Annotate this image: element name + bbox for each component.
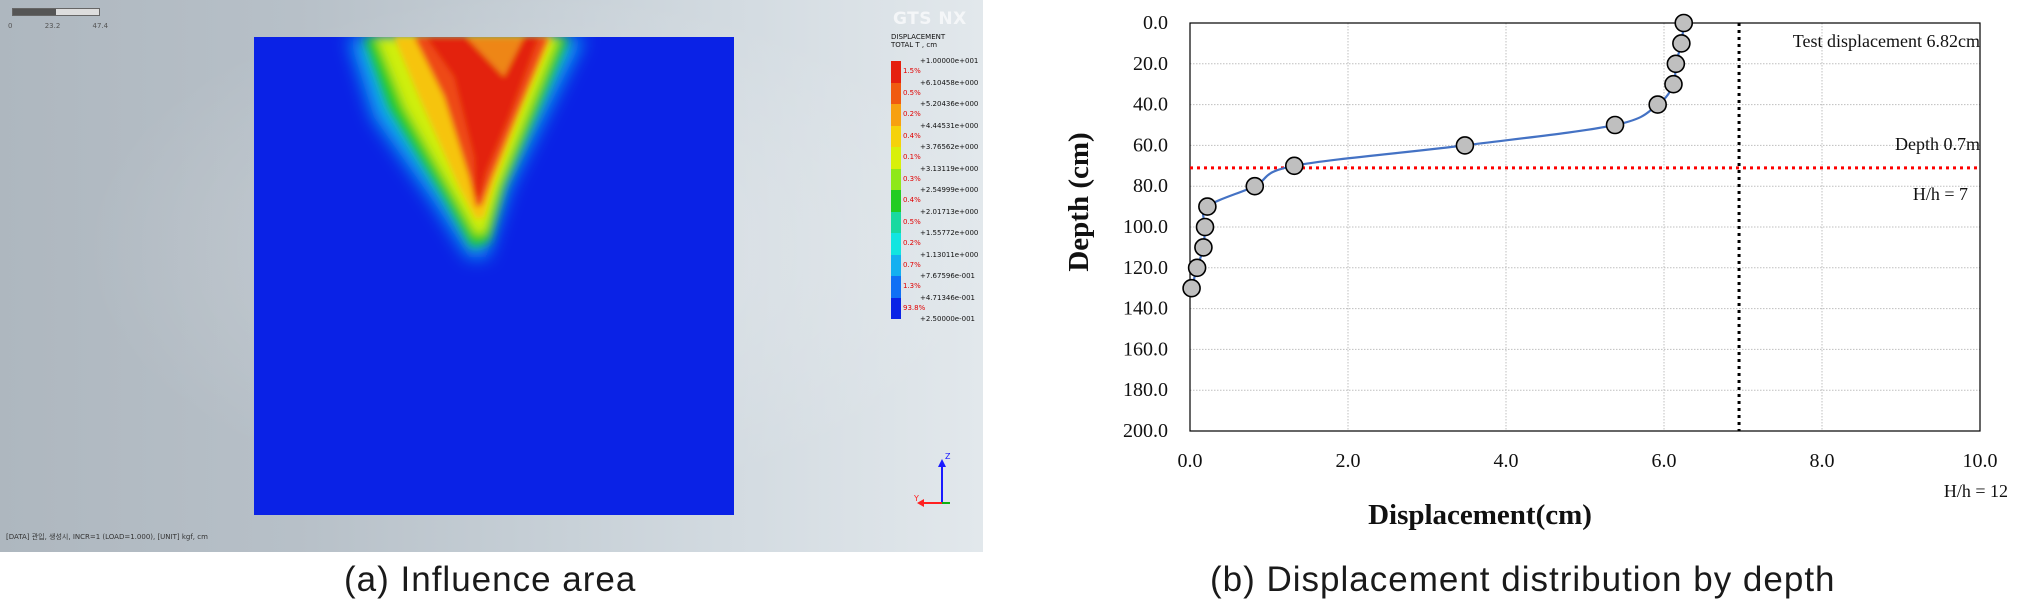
chart-background: [1000, 0, 2022, 552]
test-displacement-label: Test displacement 6.82cm: [1793, 31, 1980, 51]
y-tick-label: 100.0: [1123, 216, 1168, 238]
data-point: [1455, 136, 1475, 155]
hh7-label: H/h = 7: [1913, 184, 1968, 204]
data-point: [1666, 54, 1686, 74]
data-point: [1674, 13, 1694, 33]
y-tick-label: 20.0: [1133, 53, 1168, 75]
legend-percent: 0.2%: [903, 110, 921, 118]
x-tick-label: 4.0: [1494, 450, 1519, 472]
gts-nx-logo: GTS NX: [893, 9, 967, 29]
legend-title-line-2: TOTAL T , cm: [891, 41, 938, 49]
y-tick-labels: 0.0 20.0 40.0 60.0 80.0 100.0 120.0 140.0 160.0 1…: [1123, 12, 1168, 442]
caption-b: (b) Displacement distribution by depth: [1210, 560, 1836, 599]
legend-value: +1.00000e+001: [920, 57, 979, 65]
data-point: [1195, 217, 1215, 237]
legend-value: +3.76562e+000: [920, 143, 979, 151]
x-tick-label: 2.0: [1336, 450, 1361, 472]
legend-percent: 0.5%: [903, 217, 921, 226]
legend-value: +3.13119e+000: [920, 164, 979, 173]
scale-tick-0: 0: [8, 22, 13, 30]
y-tick-label: 200.0: [1123, 420, 1168, 442]
legend-percent: 1.5%: [903, 67, 921, 75]
status-bar: [DATA] 관입, 생성시, INCR=1 (LOAD=1.000), [UN…: [6, 533, 208, 541]
legend-value: +4.44531e+000: [920, 121, 979, 130]
legend-swatch: [891, 211, 901, 233]
data-point: [1664, 74, 1683, 94]
data-point: [1187, 258, 1207, 278]
legend-swatch: [891, 104, 901, 126]
reference-lines: [1190, 23, 1980, 431]
legend-value: +1.55772e+000: [920, 229, 979, 237]
legend-value: +6.10458e+000: [920, 78, 979, 87]
legend-swatch: [891, 276, 901, 298]
axis-y-label: Y: [914, 494, 919, 503]
scale-tick-2: 47.4: [92, 22, 109, 30]
scale-ticks: 0 23.2 47.4: [8, 22, 138, 30]
scale-bar: [12, 8, 100, 16]
legend-swatch: [891, 233, 901, 255]
legend-percent: 0.2%: [903, 239, 921, 247]
scale-tick-1: 23.2: [44, 22, 61, 30]
depth-label: Depth 0.7m: [1895, 134, 1980, 154]
data-point: [1182, 278, 1201, 298]
y-tick-label: 140.0: [1123, 298, 1168, 320]
legend-swatch: [891, 147, 901, 169]
axis-z-label: Z: [945, 452, 951, 461]
legend-value: +5.20436e+000: [920, 100, 979, 108]
legend-percent: 93.8%: [903, 303, 926, 312]
y-tick-label: 60.0: [1133, 134, 1168, 156]
y-tick-label: 160.0: [1123, 338, 1168, 360]
legend-percent: 0.4%: [903, 131, 921, 140]
legend-value: +2.01713e+000: [920, 207, 979, 216]
contour-graphic: [349, 37, 584, 257]
legend-value: +4.71346e-001: [920, 293, 976, 302]
data-point: [1672, 34, 1691, 53]
y-tick-label: 40.0: [1133, 94, 1168, 116]
legend-swatch: [891, 190, 901, 212]
data-point: [1648, 95, 1667, 114]
data-point: [1198, 197, 1217, 216]
plot-frame: [1189, 22, 1981, 432]
legend-percent: 0.7%: [903, 260, 921, 269]
legend-value: +7.67596e-001: [920, 272, 976, 280]
legend-percent: 0.5%: [903, 88, 921, 97]
y-tick-label: 180.0: [1123, 379, 1168, 401]
legend-swatch: [891, 82, 901, 104]
legend-value: +2.54999e+000: [920, 186, 979, 194]
legend-swatch: [891, 297, 901, 319]
y-tick-label: 0.0: [1143, 12, 1168, 34]
hh12-label: H/h = 12: [1944, 481, 2008, 501]
data-point: [1245, 176, 1265, 196]
legend-swatch: [891, 254, 901, 276]
x-tick-label: 6.0: [1652, 450, 1677, 472]
legend-percent: 0.3%: [903, 174, 921, 183]
legend-percent: 0.1%: [903, 153, 921, 161]
legend-swatch: [891, 125, 901, 147]
legend-title: DISPLACEMENT TOTAL T , cm: [891, 33, 945, 49]
displacement-contour-plot: [254, 37, 734, 515]
y-tick-label: 80.0: [1133, 175, 1168, 197]
axis-triad-icon: Z Y: [914, 452, 951, 507]
influence-area-panel: 0 23.2 47.4 GTS NX: [0, 0, 983, 552]
x-tick-label: 8.0: [1810, 450, 1835, 472]
legend-percent: 0.4%: [903, 196, 921, 204]
data-point: [1605, 115, 1625, 135]
legend-swatch: [891, 168, 901, 190]
x-axis-title: Displacement(cm): [1368, 499, 1592, 531]
legend-value: +1.13011e+000: [920, 250, 979, 259]
displacement-chart: 0.0 2.0 4.0 6.0 8.0 10.0 0.0 20.0 40.0 60.0 80.0 1…: [1000, 0, 2022, 552]
legend-title-line-1: DISPLACEMENT: [891, 33, 946, 41]
y-axis-title: Depth (cm): [1063, 132, 1095, 271]
data-point: [1194, 238, 1213, 257]
legend-swatch: [891, 61, 901, 83]
data-points: [1182, 13, 1694, 298]
y-tick-label: 120.0: [1123, 257, 1168, 279]
x-tick-labels: 0.0 2.0 4.0 6.0 8.0 10.0: [1178, 450, 1998, 472]
x-tick-label: 10.0: [1963, 450, 1998, 472]
x-tick-label: 0.0: [1178, 450, 1203, 472]
legend-percent: 1.3%: [903, 282, 921, 290]
legend-value: +2.50000e-001: [920, 315, 976, 323]
caption-a: (a) Influence area: [344, 560, 637, 599]
data-point: [1284, 156, 1304, 176]
